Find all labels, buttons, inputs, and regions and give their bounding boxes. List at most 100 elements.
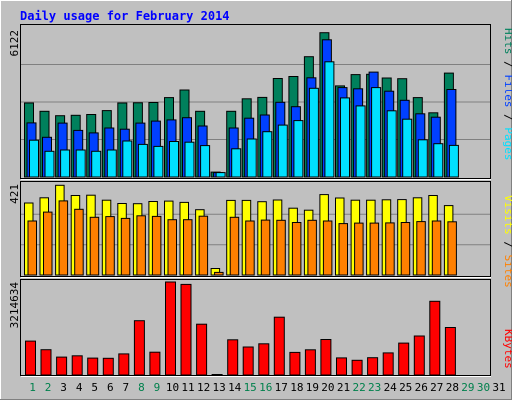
kbytes-bar-6	[102, 357, 114, 376]
kbytes-bar-2	[40, 349, 52, 376]
day-label-12: 12	[197, 381, 210, 394]
legend-sep-2: /	[502, 114, 512, 127]
kbytes-bar-19	[304, 349, 316, 376]
kbytes-bar-14	[227, 339, 239, 376]
pages-bar-23	[371, 87, 382, 178]
day-label-18: 18	[290, 381, 303, 394]
day-label-20: 20	[321, 381, 334, 394]
legend-kbytes: KBytes	[502, 329, 512, 369]
sites-bar-2	[43, 211, 53, 276]
day-label-13: 13	[212, 381, 225, 394]
sites-bar-11	[183, 219, 193, 276]
pages-bar-7	[122, 140, 133, 178]
pages-bar-15	[246, 138, 257, 178]
day-label-31: 31	[492, 381, 505, 394]
pages-bar-28	[448, 144, 459, 178]
day-label-26: 26	[415, 381, 428, 394]
day-label-21: 21	[337, 381, 350, 394]
day-label-28: 28	[446, 381, 459, 394]
day-label-25: 25	[399, 381, 412, 394]
sites-bar-18	[291, 222, 302, 276]
sites-bar-17	[276, 219, 286, 276]
kbytes-bar-17	[273, 316, 285, 376]
sites-bar-9	[151, 215, 162, 276]
day-label-3: 3	[60, 381, 67, 394]
pages-bar-11	[184, 141, 195, 178]
kbytes-panel	[20, 279, 491, 376]
pages-bar-9	[153, 145, 164, 178]
legend-files: Files	[502, 74, 512, 107]
kbytes-bar-16	[258, 343, 270, 376]
hits-axis-max: 6122	[8, 30, 21, 57]
sites-bar-8	[136, 215, 146, 276]
legend-sep-1: /	[502, 61, 512, 74]
kbytes-bar-9	[149, 351, 161, 376]
legend-pages: Pages	[502, 127, 512, 160]
kbytes-bar-26	[413, 335, 425, 376]
sites-bar-6	[105, 216, 115, 276]
day-labels: 1 2 3 4 5 6 7 8 9 10 11 12 13 14 15 16 17 18 19 20 21 22 23 24 2…	[29, 381, 505, 394]
chart-title: Daily usage for February 2014	[20, 9, 230, 23]
sites-bar-13	[214, 271, 224, 276]
kbytes-bar-25	[398, 342, 410, 376]
sites-bar-28	[447, 221, 457, 276]
kbytes-bar-3	[56, 356, 68, 376]
pages-bar-12	[200, 145, 211, 178]
kbytes-bar-4	[71, 355, 83, 376]
kbytes-axis-max: 3214634	[8, 282, 21, 329]
sites-bar-1	[27, 220, 37, 276]
day-label-16: 16	[259, 381, 272, 394]
kbytes-bar-28	[444, 327, 456, 376]
pages-bar-3	[60, 149, 71, 178]
sites-bar-10	[167, 219, 177, 276]
sites-bar-24	[385, 222, 395, 276]
day-label-23: 23	[368, 381, 381, 394]
day-label-5: 5	[91, 381, 98, 394]
pages-bar-27	[433, 143, 444, 178]
kbytes-bar-18	[289, 351, 301, 376]
bars	[24, 32, 459, 376]
sites-bar-26	[416, 221, 426, 276]
kbytes-bar-27	[429, 300, 441, 376]
sites-bar-3	[58, 200, 69, 276]
day-label-22: 22	[352, 381, 365, 394]
sites-bar-21	[338, 223, 348, 276]
sites-bar-25	[400, 222, 411, 276]
pages-bar-20	[324, 61, 335, 178]
pages-bar-4	[75, 149, 86, 178]
kbytes-bar-5	[87, 357, 99, 376]
pages-bar-5	[91, 150, 102, 178]
legend-hits: Hits	[502, 28, 512, 55]
sites-bar-19	[307, 219, 317, 276]
pages-bar-14	[231, 148, 242, 178]
sites-bar-15	[245, 220, 255, 276]
sites-bar-27	[431, 220, 442, 276]
pages-bar-25	[402, 118, 413, 178]
sites-bar-5	[89, 216, 100, 276]
kbytes-bar-1	[25, 340, 36, 376]
pages-bar-6	[106, 149, 117, 178]
legend-top: Hits / Files / Pages	[502, 28, 512, 161]
legend-visits: Visits	[502, 195, 512, 235]
kbytes-bar-20	[320, 339, 332, 376]
pages-bar-10	[169, 141, 179, 178]
pages-bar-19	[308, 87, 319, 178]
pages-bar-18	[293, 120, 304, 178]
day-label-19: 19	[306, 381, 319, 394]
pages-bar-22	[355, 105, 366, 178]
sites-bar-23	[369, 222, 380, 276]
sites-bar-22	[354, 222, 364, 276]
kbytes-bar-12	[196, 323, 208, 376]
day-label-7: 7	[122, 381, 129, 394]
kbytes-bar-21	[336, 357, 347, 376]
sites-bar-16	[260, 219, 271, 276]
sites-bar-20	[322, 220, 333, 276]
pages-bar-24	[386, 110, 397, 178]
legend-sep-3: /	[502, 241, 512, 254]
day-label-14: 14	[228, 381, 242, 394]
day-label-1: 1	[29, 381, 36, 394]
pages-bar-26	[417, 139, 428, 178]
kbytes-bar-15	[242, 346, 254, 376]
day-label-8: 8	[138, 381, 145, 394]
